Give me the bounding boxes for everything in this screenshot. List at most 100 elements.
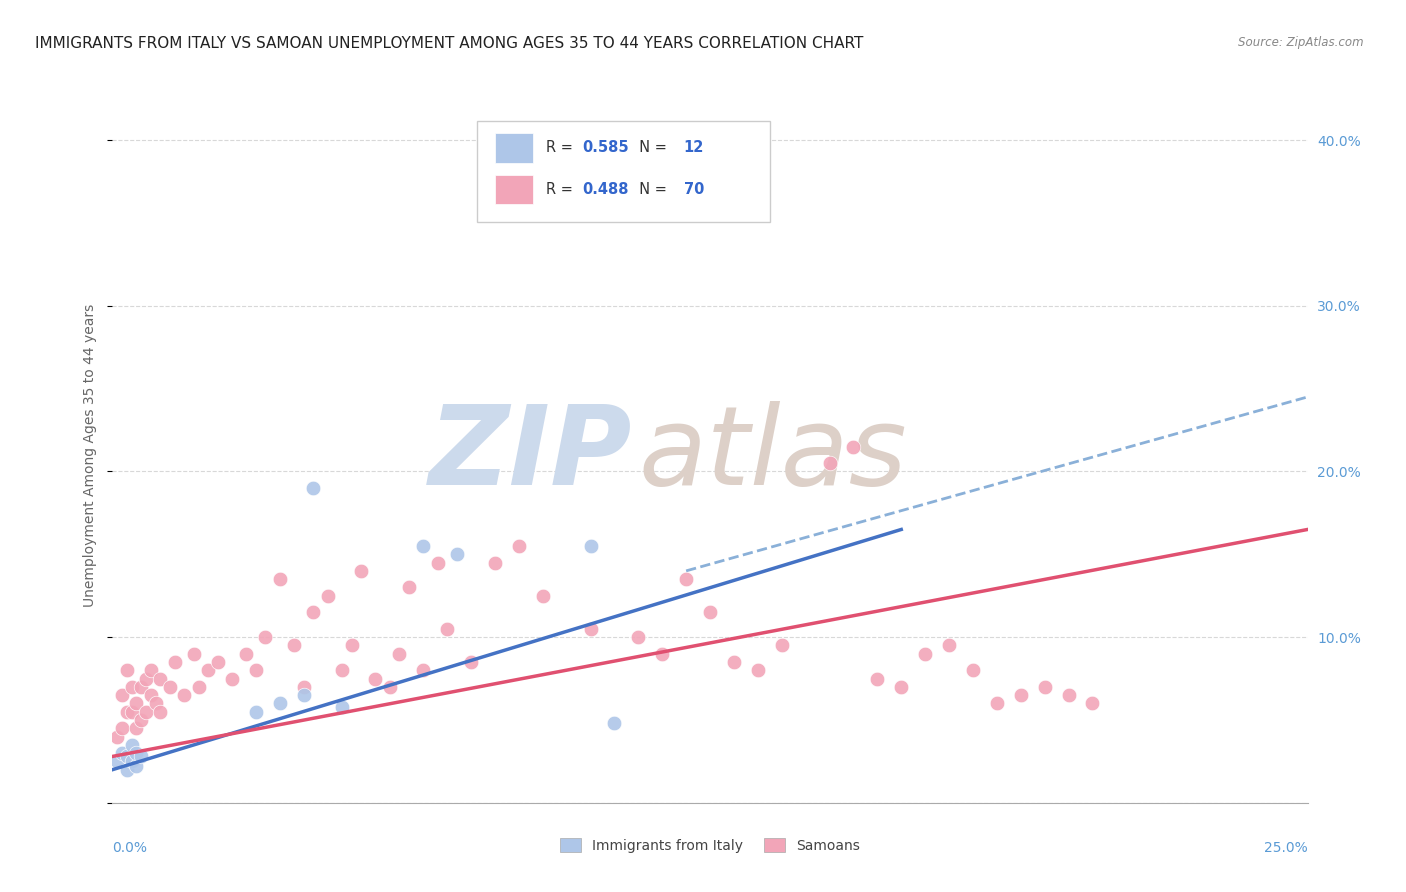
Point <box>579 622 602 636</box>
Point <box>302 481 325 495</box>
Point <box>364 672 387 686</box>
Point <box>292 680 315 694</box>
Point <box>121 680 143 694</box>
Point <box>111 746 134 760</box>
Point <box>197 663 219 677</box>
Point <box>818 456 841 470</box>
Point <box>254 630 277 644</box>
Point <box>139 663 162 677</box>
Point <box>125 697 148 711</box>
Point <box>938 639 960 653</box>
Text: 0.585: 0.585 <box>582 140 628 155</box>
Point <box>914 647 936 661</box>
Point <box>121 755 143 769</box>
Point <box>245 705 267 719</box>
Y-axis label: Unemployment Among Ages 35 to 44 years: Unemployment Among Ages 35 to 44 years <box>83 303 97 607</box>
Point <box>890 680 912 694</box>
Point <box>111 721 134 735</box>
Point <box>163 655 186 669</box>
FancyBboxPatch shape <box>495 175 533 204</box>
Point <box>159 680 181 694</box>
Point <box>350 564 373 578</box>
Point <box>770 639 793 653</box>
Point <box>125 721 148 735</box>
Point <box>115 763 138 777</box>
Point <box>187 680 209 694</box>
Legend: Immigrants from Italy, Samoans: Immigrants from Italy, Samoans <box>555 832 865 858</box>
Point <box>651 647 673 661</box>
Text: R =: R = <box>547 140 578 155</box>
Point <box>316 589 339 603</box>
Point <box>675 572 697 586</box>
Text: R =: R = <box>547 182 578 196</box>
Text: 25.0%: 25.0% <box>1264 841 1308 855</box>
Point <box>105 730 128 744</box>
Point <box>378 680 401 694</box>
Point <box>1057 688 1080 702</box>
Point <box>962 663 984 677</box>
Point <box>426 556 449 570</box>
Point <box>555 191 578 205</box>
Point <box>842 440 865 454</box>
Point <box>292 688 315 702</box>
Text: Source: ZipAtlas.com: Source: ZipAtlas.com <box>1239 36 1364 49</box>
Point <box>508 539 530 553</box>
Point <box>145 697 167 711</box>
Point <box>105 755 128 769</box>
Point <box>986 697 1008 711</box>
Text: 0.488: 0.488 <box>582 182 628 196</box>
Point <box>1081 697 1104 711</box>
Text: 12: 12 <box>683 140 704 155</box>
Point <box>627 630 650 644</box>
Point <box>388 647 411 661</box>
Point <box>269 697 291 711</box>
Point <box>531 589 554 603</box>
Point <box>699 605 721 619</box>
Point <box>115 749 138 764</box>
Point <box>484 556 506 570</box>
Point <box>603 716 626 731</box>
Point <box>1010 688 1032 702</box>
Point <box>173 688 195 702</box>
Point <box>221 672 243 686</box>
Point <box>723 655 745 669</box>
Point <box>330 699 353 714</box>
Point <box>302 605 325 619</box>
Point <box>111 688 134 702</box>
Point <box>135 672 157 686</box>
Point <box>235 647 257 661</box>
Text: 0.0%: 0.0% <box>112 841 148 855</box>
Point <box>129 749 152 764</box>
Point <box>330 663 353 677</box>
Point <box>269 572 291 586</box>
Point <box>436 622 458 636</box>
Point <box>129 713 152 727</box>
Point <box>135 705 157 719</box>
Point <box>747 663 769 677</box>
Point <box>125 746 148 760</box>
Point <box>460 655 482 669</box>
Point <box>149 705 172 719</box>
Point <box>139 688 162 702</box>
Point <box>412 663 434 677</box>
Text: atlas: atlas <box>638 401 907 508</box>
Point <box>129 680 152 694</box>
Point <box>579 539 602 553</box>
Point <box>340 639 363 653</box>
Point <box>412 539 434 553</box>
Point <box>121 738 143 752</box>
Point <box>866 672 889 686</box>
Point <box>207 655 229 669</box>
Text: N =: N = <box>630 140 672 155</box>
Point <box>125 759 148 773</box>
Text: N =: N = <box>630 182 672 196</box>
Text: 70: 70 <box>683 182 704 196</box>
Point <box>398 581 420 595</box>
Point <box>121 705 143 719</box>
Point <box>149 672 172 686</box>
Point <box>283 639 305 653</box>
Point <box>245 663 267 677</box>
Point <box>115 705 138 719</box>
FancyBboxPatch shape <box>495 134 533 162</box>
Point <box>446 547 468 561</box>
